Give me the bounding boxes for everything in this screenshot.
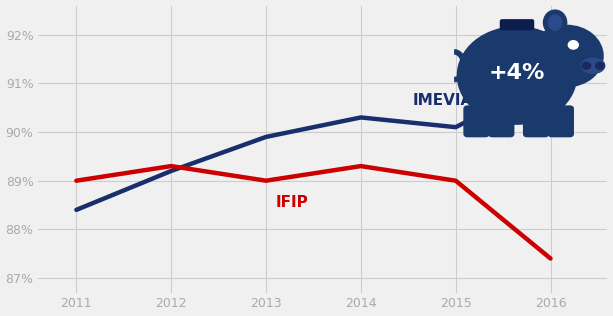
Text: IMEVIA: IMEVIA — [413, 93, 473, 108]
Circle shape — [596, 62, 604, 69]
Text: +4%: +4% — [489, 63, 545, 83]
FancyBboxPatch shape — [500, 20, 533, 30]
Text: IFIP: IFIP — [275, 195, 308, 210]
Circle shape — [568, 41, 578, 49]
Ellipse shape — [582, 58, 604, 73]
FancyBboxPatch shape — [549, 106, 573, 137]
FancyBboxPatch shape — [464, 106, 489, 137]
Circle shape — [582, 62, 591, 69]
Circle shape — [530, 25, 603, 87]
Ellipse shape — [549, 15, 562, 30]
Ellipse shape — [457, 27, 577, 124]
FancyBboxPatch shape — [489, 106, 514, 137]
FancyBboxPatch shape — [524, 106, 549, 137]
Ellipse shape — [544, 10, 566, 35]
